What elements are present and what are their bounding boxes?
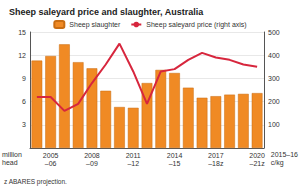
svg-text:2020: 2020 [249, 152, 265, 159]
svg-text:2015–16: 2015–16 [271, 151, 298, 158]
svg-text:head: head [2, 159, 18, 166]
svg-text:3: 3 [22, 121, 26, 128]
svg-text:2011: 2011 [126, 152, 141, 159]
svg-text:c/kg: c/kg [271, 159, 284, 167]
svg-text:400: 400 [268, 52, 280, 59]
svg-text:300: 300 [268, 75, 280, 82]
svg-text:15: 15 [18, 29, 26, 36]
svg-text:9: 9 [22, 75, 26, 82]
svg-text:–09: –09 [86, 160, 98, 167]
svg-text:–18z: –18z [208, 160, 224, 167]
svg-text:z ABARES projection.: z ABARES projection. [4, 178, 67, 186]
svg-text:2005: 2005 [43, 152, 59, 159]
svg-text:Sheep saleyard price and slaug: Sheep saleyard price and slaughter, Aust… [9, 7, 204, 17]
svg-text:12: 12 [18, 52, 26, 59]
svg-text:2017: 2017 [208, 152, 224, 159]
svg-text:–06: –06 [45, 160, 57, 167]
svg-text:–12: –12 [127, 160, 139, 167]
svg-text:–21z: –21z [250, 160, 266, 167]
svg-text:million: million [2, 151, 22, 158]
svg-text:100: 100 [268, 121, 280, 128]
svg-text:200: 200 [268, 98, 280, 105]
svg-text:Sheep saleyard price (right ax: Sheep saleyard price (right axis) [146, 21, 246, 29]
svg-text:500: 500 [268, 29, 280, 36]
svg-text:2014: 2014 [167, 152, 183, 159]
svg-text:–15: –15 [169, 160, 181, 167]
svg-text:Sheep slaughter: Sheep slaughter [69, 21, 121, 29]
svg-text:6: 6 [22, 98, 26, 105]
svg-text:2008: 2008 [84, 152, 100, 159]
